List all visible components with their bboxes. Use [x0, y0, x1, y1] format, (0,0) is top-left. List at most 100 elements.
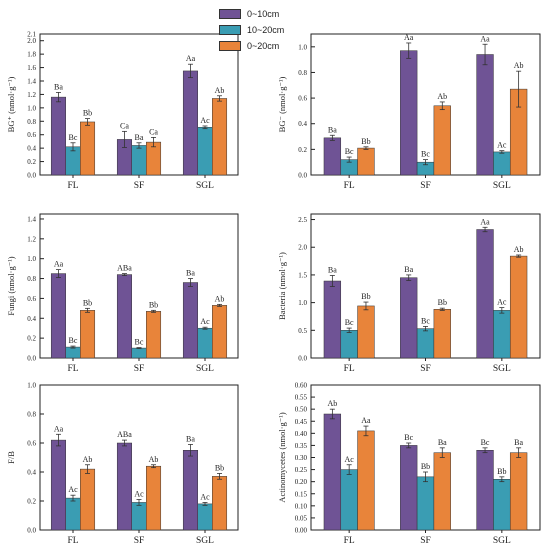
panel-2-ytick-label-4: 0.8	[298, 69, 307, 77]
panel-2-data-label-SGL-s1: Aa	[480, 34, 490, 43]
panel-3-bar-SGL-s2	[197, 327, 213, 359]
panel-1-data-label-SF-s3: Ca	[149, 127, 158, 136]
legend-swatch-10-20cm	[219, 24, 241, 35]
panel-3-ytick-label-6: 1.2	[27, 235, 36, 243]
panel-3-ytick-label-0: 0.0	[27, 355, 36, 363]
panel-3-ytick-label-4: 0.8	[27, 275, 36, 283]
panel-4-data-label-SF-s3: Bb	[438, 298, 447, 307]
panel-4-data-label-FL-s1: Ba	[328, 265, 337, 274]
panel-5-xtick-label-SGL: SGL	[196, 536, 214, 546]
panel-1-data-label-FL-s1: Ba	[54, 82, 63, 91]
panel-2-ytick-label-5: 1.0	[298, 43, 307, 51]
panel-2-bar-FL-s3	[357, 147, 375, 176]
panel-1-ytick-label-9: 1.8	[27, 51, 36, 59]
panel-3-data-label-FL-s2: Bc	[69, 336, 78, 345]
panel-1-xtick-label-SGL: SGL	[196, 181, 214, 191]
panel-2-ytick-label-3: 0.6	[298, 95, 307, 103]
panel-4-xtick-label-SGL: SGL	[493, 364, 511, 374]
panel-3-data-label-SF-s1: ABa	[117, 264, 132, 273]
panel-1-ytick-label-3: 0.6	[27, 131, 36, 139]
panel-1-data-label-SF-s2: Ba	[135, 133, 144, 142]
panel-6-bar-SF-s3	[433, 452, 451, 531]
panel-3-data-label-SF-s2: Bc	[135, 338, 144, 347]
panel-6-data-label-SF-s1: Bc	[404, 433, 413, 442]
panel-3-xtick-label-SGL: SGL	[196, 364, 214, 374]
panel-6-data-label-FL-s1: Ab	[327, 399, 337, 408]
panel-3-ytick-label-2: 0.4	[27, 315, 36, 323]
panel-6-ytick-label-1: 0.05	[295, 514, 308, 522]
panel-1-bar-FL-s3	[80, 121, 96, 176]
panel-1-ytick-label-10: 2.0	[27, 37, 36, 45]
panel-5-bar-SGL-s2	[197, 503, 213, 531]
panel-6-ytick-label-2: 0.10	[295, 502, 308, 510]
panel-6-bar-SGL-s3	[509, 452, 528, 531]
panel-5-bar-SF-s3	[146, 465, 162, 531]
panel-2-bar-SF-s1	[400, 50, 418, 176]
panel-1-ytick-label-6: 1.2	[27, 91, 36, 99]
panel-5-data-label-FL-s3: Ab	[83, 455, 93, 464]
panel-3-bar-SF-s1	[116, 274, 132, 359]
panel-3-bar-SF-s2	[131, 347, 147, 359]
panel-6-data-label-SGL-s2: Bb	[497, 467, 506, 476]
panel-6-ytick-label-6: 0.30	[295, 454, 308, 462]
panel-3-data-label-SGL-s2: Ac	[200, 317, 210, 326]
panel-5-bar-FL-s2	[65, 497, 81, 531]
panel-5-bar-SGL-s1	[182, 450, 198, 531]
panel-2-xtick-label-FL: FL	[344, 181, 355, 191]
panel-5-bar-FL-s1	[50, 439, 66, 531]
panel-6-bar-SGL-s2	[493, 479, 511, 531]
panel-4-bar-SF-s3	[433, 309, 451, 359]
panel-2-xtick-label-SF: SF	[420, 181, 431, 191]
panel-2-xtick-label-SGL: SGL	[493, 181, 511, 191]
panel-3-bar-FL-s1	[50, 273, 66, 359]
panel-6-bar-SF-s1	[400, 445, 418, 531]
panel-4-bar-SGL-s1	[476, 229, 494, 359]
panel-2-data-label-SF-s1: Aa	[404, 33, 414, 42]
panel-6-data-label-SF-s3: Ba	[438, 438, 447, 447]
panel-2-data-label-FL-s2: Bc	[345, 147, 354, 156]
panel-6-bar-FL-s3	[357, 430, 375, 531]
legend: 0~10cm 10~20cm 0~20cm	[219, 6, 339, 54]
panel-4-xtick-label-FL: FL	[344, 364, 355, 374]
panel-2-data-label-SGL-s3: Ab	[514, 61, 524, 70]
panel-1-bar-SGL-s1	[182, 70, 198, 176]
panel-3-data-label-SGL-s3: Ab	[215, 294, 225, 303]
legend-label-0-10cm: 0~10cm	[247, 8, 280, 19]
panel-4-ytick-label-2: 1.0	[298, 299, 307, 307]
panel-1-bar-SGL-s2	[197, 127, 213, 176]
panel-6-ytick-label-7: 0.35	[295, 442, 308, 450]
panel-3-data-label-FL-s3: Bb	[83, 298, 92, 307]
panel-5-data-label-FL-s1: Aa	[54, 424, 64, 433]
legend-item-0-20cm: 0~20cm	[219, 38, 339, 53]
panel-2-data-label-SF-s2: Bc	[421, 150, 430, 159]
panel-6-ytick-label-3: 0.15	[295, 490, 308, 498]
panel-1-ytick-label-5: 1.0	[27, 104, 36, 112]
panel-3-ytick-label-3: 0.6	[27, 295, 36, 303]
panel-1-ytick-label-2: 0.4	[27, 145, 36, 153]
panel-6-ytick-label-12: 0.60	[295, 382, 308, 390]
panel-3-data-label-FL-s1: Aa	[54, 260, 64, 269]
panel-4-ylabel: Bacteria (nmol·g⁻¹)	[277, 252, 287, 320]
panel-3-bar-FL-s2	[65, 346, 81, 359]
panel-4-bar-SF-s2	[416, 328, 435, 359]
panel-5-bar-FL-s3	[80, 468, 96, 531]
panel-1-xtick-label-SF: SF	[134, 181, 145, 191]
panel-6-ytick-label-5: 0.25	[295, 466, 308, 474]
legend-label-0-20cm: 0~20cm	[247, 40, 280, 51]
panel-6-ytick-label-4: 0.20	[295, 478, 308, 486]
panel-6-xtick-label-SGL: SGL	[493, 536, 511, 546]
panel-6-data-label-FL-s3: Aa	[361, 416, 371, 425]
panel-4-ytick-label-0: 0.0	[298, 355, 307, 363]
panel-4-xtick-label-SF: SF	[420, 364, 431, 374]
legend-item-10-20cm: 10~20cm	[219, 22, 339, 37]
panel-6-data-label-FL-s2: Ac	[345, 455, 355, 464]
panel-2-bar-SGL-s2	[493, 151, 511, 176]
panel-6-ytick-label-9: 0.45	[295, 418, 308, 426]
panel-6-xtick-label-FL: FL	[344, 536, 355, 546]
panel-5-ytick-label-2: 0.4	[27, 469, 36, 477]
legend-swatch-0-10cm	[219, 8, 241, 19]
panel-4-bar-SGL-s3	[509, 255, 528, 359]
panel-5-data-label-FL-s2: Ac	[68, 485, 78, 494]
panel-5-data-label-SF-s2: Ac	[134, 490, 144, 499]
